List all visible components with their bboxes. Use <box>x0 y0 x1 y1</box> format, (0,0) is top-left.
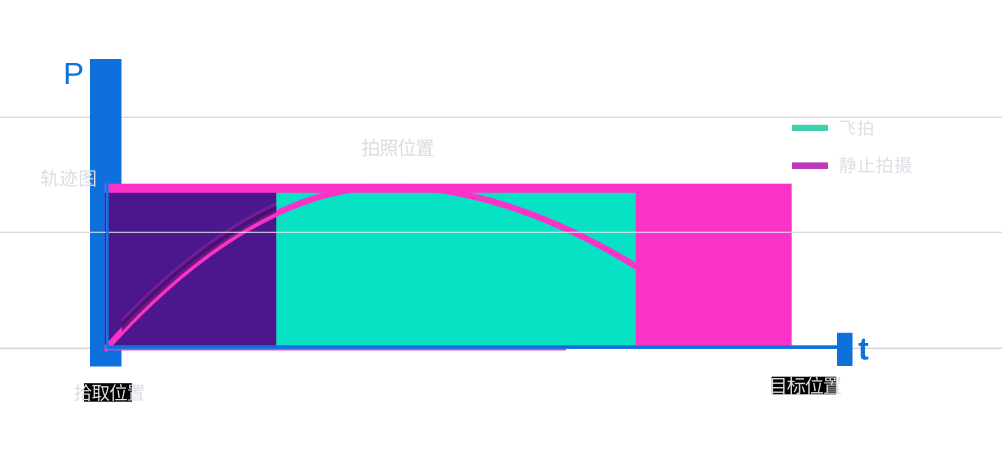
svg-text:t: t <box>858 331 869 367</box>
svg-text:P: P <box>63 56 84 91</box>
